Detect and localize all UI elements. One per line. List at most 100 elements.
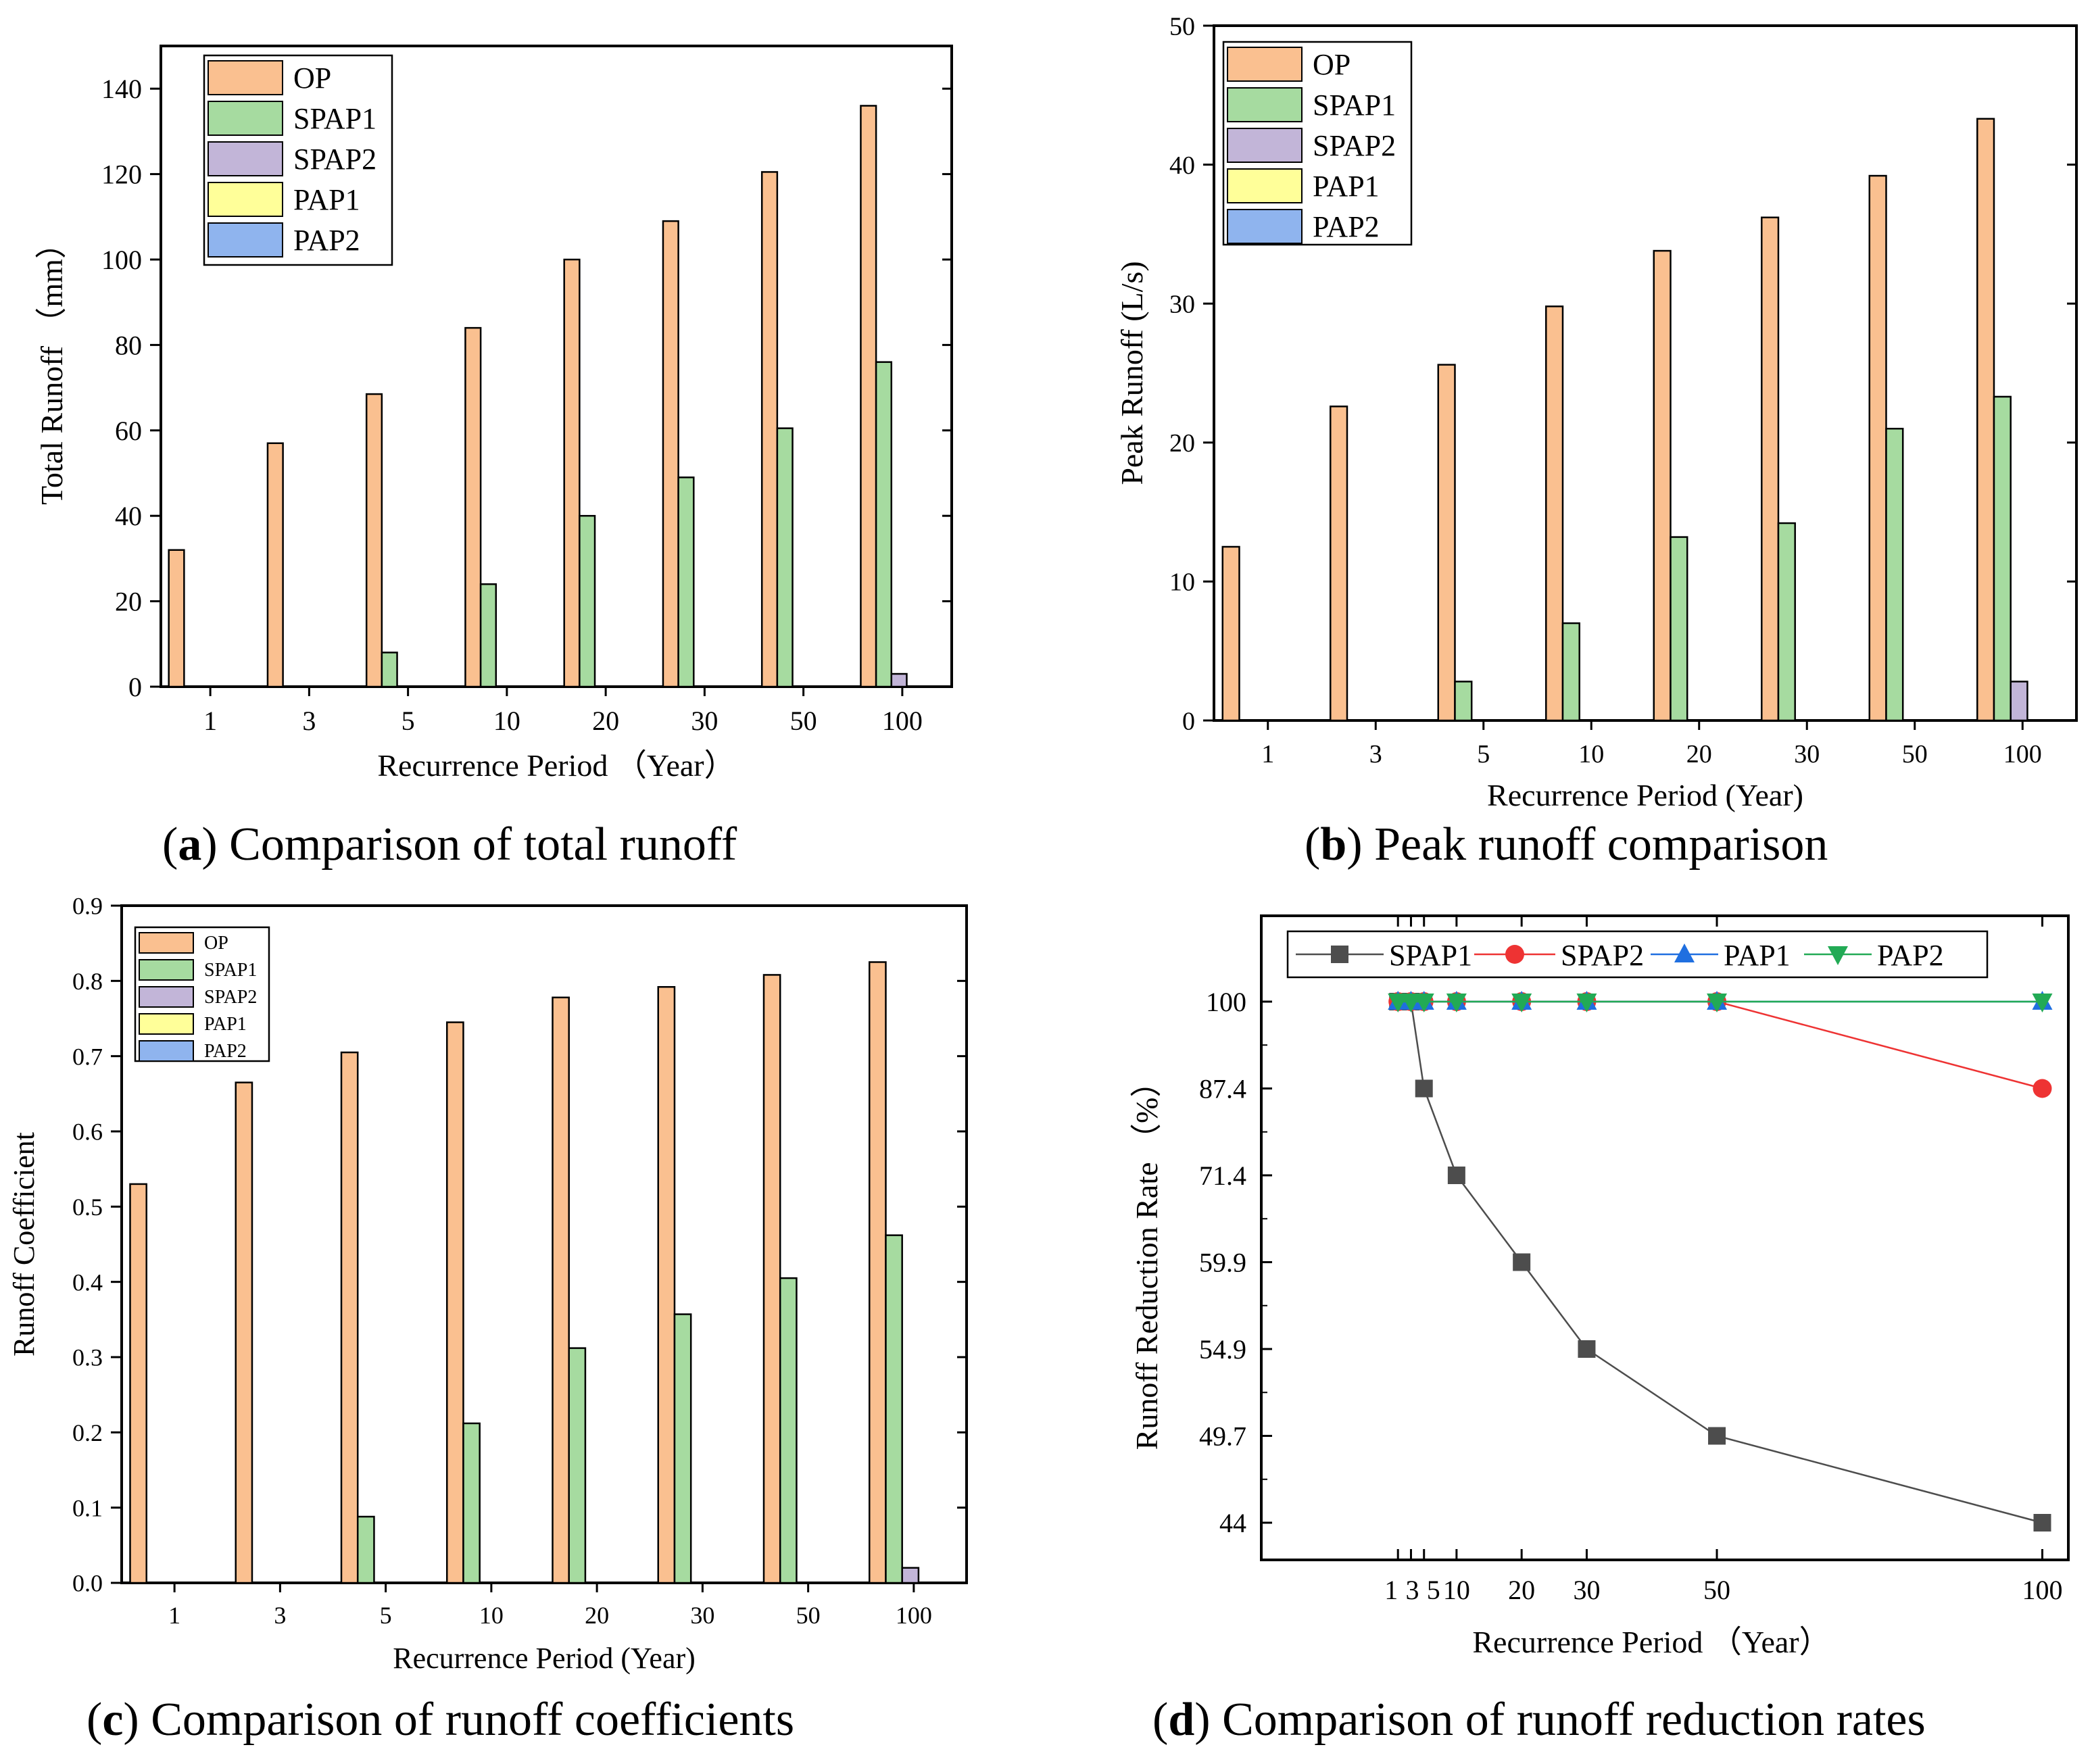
legend-swatch-PAP2 [139,1040,194,1062]
bar-SPAP1-5 [1454,681,1473,722]
legend-swatch-PAP1 [139,1013,194,1035]
y-tick-label: 54.9 [1199,1334,1246,1365]
bar-OP-5 [1437,364,1456,722]
point-SPAP1-50 [1708,1427,1726,1445]
x-axis-label: Recurrence Period (Year) [393,1642,696,1675]
x-tick-label: 50 [1703,1575,1730,1605]
legend-label-SPAP1: SPAP1 [204,960,257,981]
caption-b: (b) Peak runoff comparison [1305,818,1828,871]
bar-SPAP1-30 [673,1313,692,1584]
legend-label-OP: OP [1313,48,1351,81]
bar-OP-100 [1976,118,1995,722]
y-tick-label: 30 [1169,291,1195,319]
x-tick-label: 10 [479,1602,504,1629]
x-tick-label: 20 [585,1602,609,1629]
y-tick-label: 0.0 [72,1570,103,1597]
point-PAP2-100 [2032,994,2053,1012]
x-tick-label: 30 [690,1602,714,1629]
x-axis-label: Recurrence Period (Year) [1487,778,1803,812]
y-tick-label: 60 [115,416,142,446]
x-tick-label: 1 [168,1602,180,1629]
point-SPAP1-100 [2033,1514,2051,1532]
x-tick-label: 100 [2022,1575,2062,1605]
bar-OP-20 [563,258,581,688]
chart-c: 0.0 0.1 0.2 0.3 0.4 0.5 0.6 0.7 0.8 0.9 1 3 5 10 20 30 5… [7,893,968,1675]
series-PAP2 [1388,994,2053,1012]
legend-label-PAP1: PAP1 [293,183,360,216]
x-tick-label: 50 [796,1602,821,1629]
bar-SPAP1-100 [1993,395,2012,722]
bar-SPAP1-50 [779,1277,798,1584]
legend: OP SPAP1 SPAP2 PAP1 PAP2 [203,54,393,266]
y-tick-label: 0.4 [72,1269,103,1296]
y-axis-label: Runoff Coefficient [7,1132,41,1356]
legend-marker-SPAP2 [1505,945,1524,964]
x-tick-label: 5 [380,1602,392,1629]
y-tick-label: 80 [115,330,142,360]
y-tick-label: 50 [1169,12,1195,41]
x-tick-label: 1 [203,706,217,736]
y-tick-label: 87.4 [1199,1074,1246,1104]
bar-SPAP1-100 [885,1234,903,1584]
bar-SPAP1-30 [677,476,695,688]
bar-SPAP1-5 [381,652,398,688]
bar-OP-3 [1330,406,1348,722]
bar-OP-30 [662,220,679,688]
x-tick-label: 10 [1578,740,1604,768]
legend-label-SPAP2: SPAP2 [293,143,376,176]
bar-SPAP1-50 [776,427,794,688]
legend-label-SPAP2: SPAP2 [1561,939,1644,972]
point-SPAP1-20 [1513,1253,1531,1271]
y-tick-label: 0.3 [72,1344,103,1371]
legend-swatch-PAP2 [208,222,283,258]
x-tick-label: 1 [1384,1575,1398,1605]
legend-swatch-PAP1 [208,182,283,217]
point-PAP2-1 [1388,994,1409,1012]
bar-SPAP2-100 [890,672,908,688]
x-tick-label: 50 [790,706,817,736]
legend-label-OP: OP [204,933,228,954]
point-PAP2-30 [1576,994,1597,1012]
bar-SPAP1-50 [1885,427,1904,722]
x-tick-label: 5 [402,706,415,736]
bar-SPAP1-10 [462,1422,481,1584]
x-tick-label: 30 [1573,1575,1600,1605]
legend-swatch-OP [1227,47,1303,82]
y-tick-label: 100 [101,245,142,275]
y-tick-label: 0 [128,672,142,702]
legend-swatch-SPAP1 [208,101,283,136]
legend-label-PAP2: PAP2 [204,1041,247,1062]
line-SPAP1 [1398,1000,2043,1524]
y-axis-label: Runoff Reduction Rate （%） [1129,1067,1164,1450]
bar-OP-20 [1653,249,1672,722]
chart-a: 0 20 40 60 80 100 120 140 1 3 5 10 20 30 50 100 Recurren… [34,45,953,783]
bar-OP-1 [129,1183,147,1584]
x-tick-label: 3 [1369,740,1382,768]
bar-OP-50 [1868,174,1887,722]
bar-OP-3 [266,442,284,688]
point-SPAP1-10 [1447,1167,1465,1184]
x-tick-label: 3 [1405,1575,1419,1605]
bar-SPAP1-10 [1561,622,1580,722]
bar-OP-10 [1545,305,1564,722]
x-tick-label: 5 [1427,1575,1440,1605]
bar-OP-10 [464,326,482,688]
bar-OP-20 [552,996,570,1584]
y-tick-label: 0.5 [72,1194,103,1221]
legend: OP SPAP1 SPAP2 PAP1 PAP2 [1222,41,1413,246]
bar-OP-1 [168,549,185,688]
bar-SPAP1-5 [356,1515,375,1584]
y-tick-label: 10 [1169,568,1195,597]
bar-OP-10 [446,1021,464,1584]
y-tick-label: 0.7 [72,1043,103,1070]
bar-SPAP1-20 [579,514,596,688]
y-tick-label: 49.7 [1199,1421,1246,1452]
chart-b: 0 10 20 30 40 50 1 3 5 10 20 30 50 100 Recurrence Peri… [1115,12,2078,812]
legend-swatch-OP [208,60,283,95]
x-tick-label: 30 [691,706,718,736]
x-tick-label: 100 [896,1602,932,1629]
x-tick-label: 5 [1477,740,1490,768]
legend: OP SPAP1 SPAP2 PAP1 PAP2 [134,926,270,1062]
bar-SPAP1-20 [1670,536,1688,722]
